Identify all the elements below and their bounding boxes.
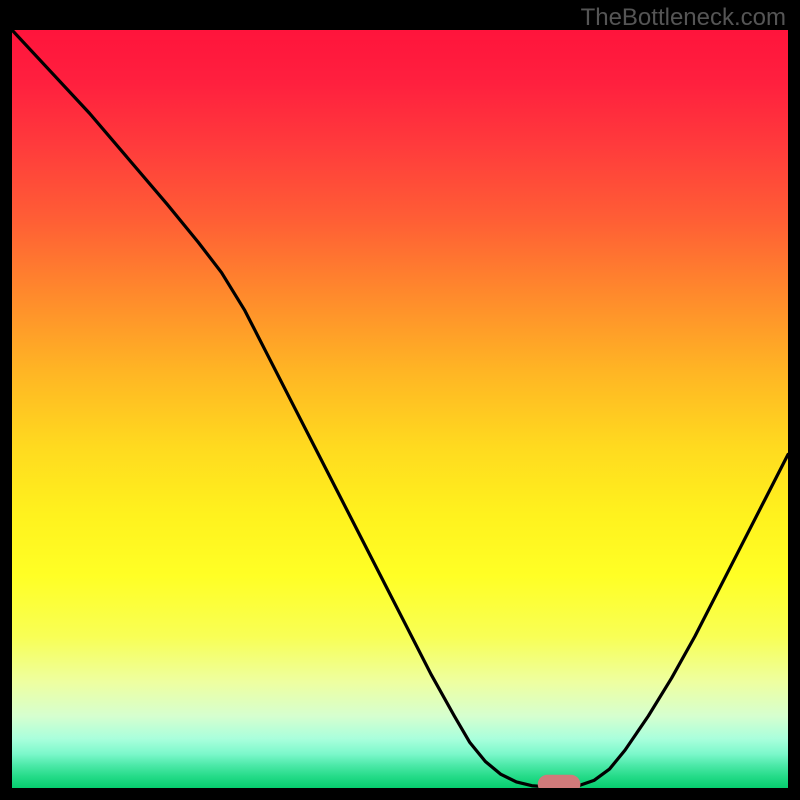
chart-frame: TheBottleneck.com bbox=[0, 0, 800, 800]
gradient-background bbox=[12, 30, 788, 788]
watermark-text: TheBottleneck.com bbox=[581, 4, 786, 32]
optimum-marker bbox=[538, 775, 581, 788]
chart-svg bbox=[12, 30, 788, 788]
plot-area bbox=[12, 30, 788, 788]
